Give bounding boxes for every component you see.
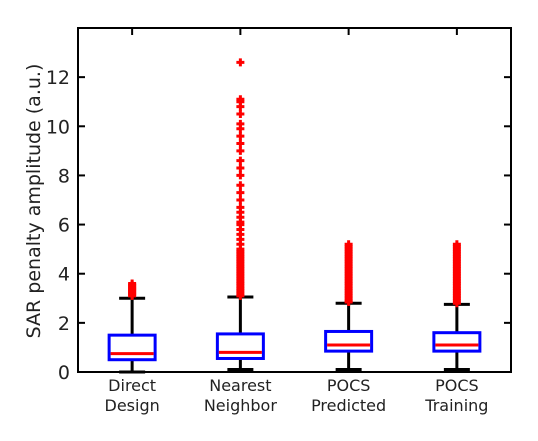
iqr-box [107, 333, 157, 362]
iqr-box [324, 329, 374, 353]
y-tick-label: 10 [46, 116, 70, 138]
outlier-marker [452, 240, 461, 249]
outlier-marker [236, 188, 245, 197]
outlier-marker [128, 279, 137, 288]
outlier-marker [236, 156, 245, 165]
outlier-marker [236, 171, 245, 180]
y-tick-label: 8 [58, 165, 70, 187]
category-label: Neighbor [204, 396, 278, 415]
outlier-marker [236, 181, 245, 190]
iqr-box [432, 331, 482, 353]
category-label: POCS [327, 376, 371, 395]
outlier-marker [236, 146, 245, 155]
y-tick-label: 12 [46, 67, 70, 89]
category-label: POCS [435, 376, 479, 395]
outlier-marker [236, 203, 245, 212]
outlier-marker [236, 196, 245, 204]
category-label: Design [105, 396, 160, 415]
iqr-box [215, 332, 265, 360]
y-tick-label: 4 [58, 264, 70, 286]
category-label: Direct [108, 376, 156, 395]
y-axis-title: SAR penalty amplitude (a.u.) [23, 64, 45, 339]
outlier-marker [236, 139, 245, 148]
category-label: Predicted [311, 396, 386, 415]
outlier-marker [344, 240, 353, 249]
category-label: Nearest [209, 376, 271, 395]
y-tick-label: 0 [58, 362, 70, 384]
outlier-marker [236, 132, 245, 141]
outlier-marker [236, 58, 245, 67]
outlier-marker [236, 119, 245, 128]
outlier-marker [236, 164, 245, 173]
outlier-marker [236, 110, 245, 118]
y-tick-label: 2 [58, 313, 70, 335]
y-tick-label: 6 [58, 215, 70, 237]
outlier-marker [236, 95, 245, 104]
axes-frame [77, 27, 512, 373]
category-label: Training [424, 396, 488, 415]
